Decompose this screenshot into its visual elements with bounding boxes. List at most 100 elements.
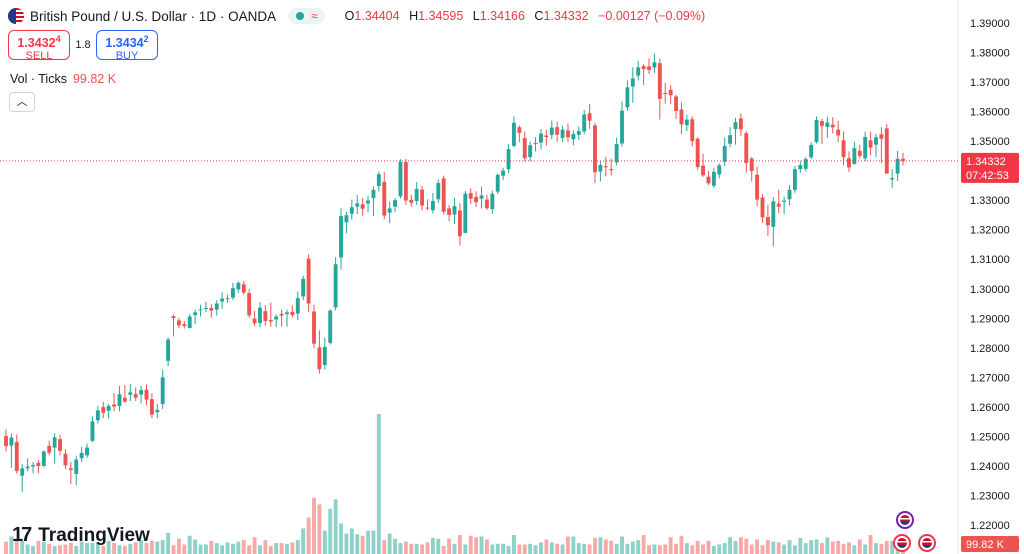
candle-body[interactable]: [160, 377, 165, 404]
candle-body[interactable]: [830, 124, 835, 128]
candle-body[interactable]: [609, 169, 614, 171]
candle-body[interactable]: [371, 189, 376, 199]
candle-body[interactable]: [139, 390, 144, 395]
candle-body[interactable]: [506, 149, 511, 170]
candle-body[interactable]: [614, 144, 619, 163]
candle-body[interactable]: [176, 320, 181, 326]
candle-body[interactable]: [511, 122, 516, 146]
candle-body[interactable]: [782, 200, 787, 202]
candle-body[interactable]: [155, 409, 160, 413]
candle-body[interactable]: [495, 174, 500, 192]
candle-body[interactable]: [722, 145, 727, 162]
candle-body[interactable]: [47, 445, 52, 453]
collapse-legend-button[interactable]: ︿: [9, 92, 35, 112]
candle-body[interactable]: [641, 66, 646, 70]
candle-body[interactable]: [182, 324, 187, 326]
candle-body[interactable]: [787, 189, 792, 200]
candle-body[interactable]: [403, 162, 408, 201]
candle-body[interactable]: [344, 215, 349, 223]
candle-body[interactable]: [328, 310, 333, 343]
buy-button[interactable]: 1.34342 BUY: [96, 30, 158, 62]
candle-body[interactable]: [852, 148, 857, 165]
candle-body[interactable]: [701, 165, 706, 176]
market-status-pill[interactable]: ≈: [288, 8, 325, 24]
candle-body[interactable]: [484, 199, 489, 209]
candle-body[interactable]: [895, 158, 900, 174]
candle-body[interactable]: [636, 67, 641, 76]
tradingview-logo[interactable]: 17 TradingView: [12, 524, 150, 547]
candle-body[interactable]: [684, 119, 689, 126]
candle-body[interactable]: [171, 316, 176, 318]
candle-body[interactable]: [95, 410, 100, 421]
candle-body[interactable]: [420, 189, 425, 206]
candle-body[interactable]: [203, 307, 208, 309]
candle-body[interactable]: [533, 142, 538, 144]
candle-body[interactable]: [857, 150, 862, 156]
candle-body[interactable]: [776, 203, 781, 207]
candle-body[interactable]: [890, 178, 895, 180]
candle-body[interactable]: [690, 119, 695, 142]
candle-body[interactable]: [463, 193, 468, 233]
candle-body[interactable]: [258, 307, 262, 324]
event-marker-icon[interactable]: [896, 511, 914, 529]
candle-body[interactable]: [285, 312, 289, 315]
candle-body[interactable]: [252, 318, 257, 324]
candle-body[interactable]: [306, 258, 311, 304]
candle-body[interactable]: [798, 165, 803, 170]
candle-body[interactable]: [733, 122, 738, 130]
candle-body[interactable]: [820, 121, 824, 126]
candle-body[interactable]: [549, 127, 554, 135]
candle-body[interactable]: [425, 207, 430, 209]
candle-body[interactable]: [382, 181, 387, 216]
candle-body[interactable]: [571, 134, 576, 140]
candle-body[interactable]: [144, 389, 149, 400]
candle-body[interactable]: [522, 138, 527, 159]
candle-body[interactable]: [79, 452, 84, 459]
candle-body[interactable]: [863, 136, 868, 159]
candle-body[interactable]: [398, 161, 403, 197]
candle-body[interactable]: [52, 437, 57, 448]
candle-body[interactable]: [122, 397, 127, 402]
candle-body[interactable]: [809, 144, 814, 158]
candle-body[interactable]: [603, 166, 608, 168]
candle-body[interactable]: [376, 174, 381, 187]
candle-body[interactable]: [874, 137, 878, 145]
candle-body[interactable]: [301, 278, 306, 297]
candle-body[interactable]: [598, 165, 603, 172]
candle-body[interactable]: [674, 96, 678, 111]
candle-body[interactable]: [36, 462, 41, 466]
candle-body[interactable]: [149, 399, 154, 415]
candle-body[interactable]: [517, 127, 522, 133]
candle-body[interactable]: [760, 197, 765, 218]
candle-body[interactable]: [765, 217, 770, 226]
candle-body[interactable]: [14, 442, 19, 471]
candle-body[interactable]: [430, 201, 435, 211]
candle-body[interactable]: [247, 293, 252, 316]
candle-body[interactable]: [803, 159, 808, 169]
candle-body[interactable]: [31, 465, 35, 467]
candle-body[interactable]: [663, 92, 668, 94]
candle-body[interactable]: [544, 135, 549, 137]
candle-body[interactable]: [317, 347, 322, 370]
candle-body[interactable]: [717, 165, 722, 175]
candle-body[interactable]: [193, 312, 198, 316]
candle-body[interactable]: [847, 158, 851, 168]
candle-body[interactable]: [738, 118, 743, 130]
candle-body[interactable]: [312, 311, 316, 344]
candle-body[interactable]: [501, 170, 506, 176]
candle-body[interactable]: [555, 127, 560, 135]
us-flag-event-icon[interactable]: [893, 534, 911, 552]
us-flag-event-icon[interactable]: [918, 534, 936, 552]
candle-body[interactable]: [128, 392, 133, 395]
price-axis[interactable]: [958, 0, 1024, 554]
candle-body[interactable]: [166, 339, 171, 361]
candle-body[interactable]: [695, 138, 700, 168]
candle-body[interactable]: [409, 199, 414, 203]
candle-body[interactable]: [63, 453, 68, 466]
candle-body[interactable]: [566, 130, 570, 138]
candle-body[interactable]: [349, 207, 354, 214]
candle-body[interactable]: [414, 188, 419, 202]
candle-body[interactable]: [279, 313, 284, 316]
